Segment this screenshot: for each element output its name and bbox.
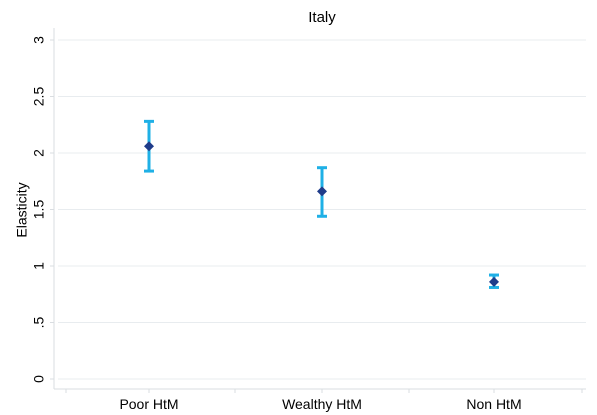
y-tick-label: 2.5 bbox=[31, 87, 47, 107]
x-tick-label: Non HtM bbox=[466, 396, 521, 412]
x-ticks: Poor HtM Wealthy HtM Non HtM bbox=[65, 389, 583, 412]
chart-title: Italy bbox=[308, 9, 336, 26]
y-axis-title: Elasticity bbox=[14, 182, 30, 237]
point-marker bbox=[144, 141, 154, 152]
y-tick-label: .5 bbox=[31, 316, 47, 328]
y-tick-label: 3 bbox=[31, 36, 47, 44]
grid-layer bbox=[58, 39, 586, 380]
series-layer bbox=[144, 119, 499, 289]
x-tick-label: Poor HtM bbox=[119, 396, 178, 412]
x-tick-label: Wealthy HtM bbox=[282, 396, 362, 412]
y-tick-label: 1.5 bbox=[31, 200, 47, 220]
y-tick-label: 0 bbox=[31, 375, 47, 383]
point-marker bbox=[317, 186, 327, 197]
point-marker bbox=[489, 276, 499, 287]
y-tick-label: 1 bbox=[31, 262, 47, 270]
y-ticks: 0 .5 1 1.5 2 2.5 3 bbox=[31, 36, 54, 383]
y-tick-label: 2 bbox=[31, 149, 47, 157]
